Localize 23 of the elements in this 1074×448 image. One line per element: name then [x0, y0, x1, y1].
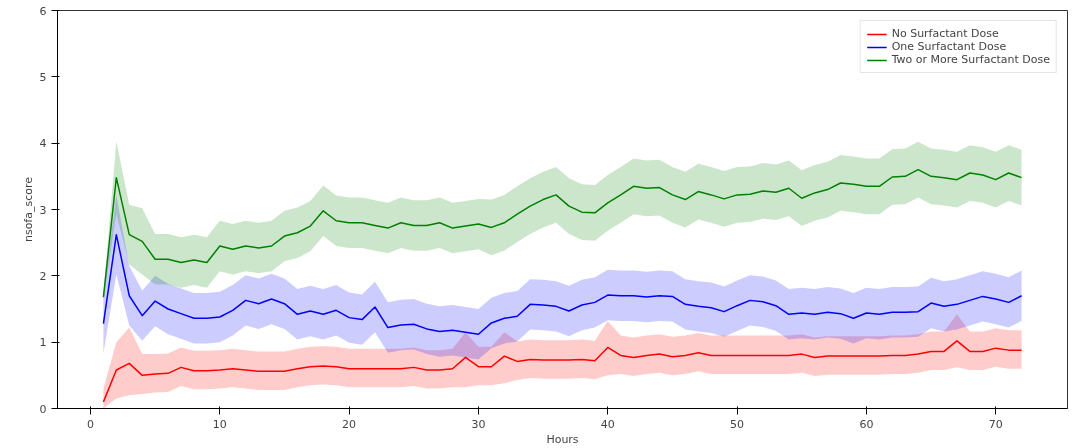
y-tick-label: 1 — [39, 336, 47, 350]
line-series — [102, 233, 1023, 335]
x-tick-label: 0 — [86, 417, 94, 431]
legend-label: No Surfactant Dose — [891, 27, 999, 40]
y-tick-label: 2 — [39, 269, 47, 283]
y-tick-label: 0 — [39, 402, 47, 416]
y-tick-label: 3 — [39, 203, 47, 217]
x-tick-label: 30 — [471, 417, 486, 431]
y-axis-title: nsofa_score — [21, 176, 35, 243]
x-tick-label: 20 — [342, 417, 357, 431]
line-series — [102, 340, 1023, 403]
x-tick-label: 70 — [988, 417, 1003, 431]
y-tick-label: 4 — [39, 137, 47, 151]
y-tick-label: 6 — [39, 4, 47, 18]
line-series — [102, 168, 1023, 298]
x-tick-label: 60 — [859, 417, 874, 431]
x-tick-label: 50 — [730, 417, 745, 431]
x-tick-label: 40 — [600, 417, 615, 431]
legend-label: Two or More Surfactant Dose — [891, 53, 1050, 66]
x-axis-title: Hours — [546, 432, 579, 446]
legend-label: One Surfactant Dose — [891, 40, 1007, 53]
x-tick-label: 10 — [212, 417, 227, 431]
y-tick-label: 5 — [39, 70, 47, 84]
